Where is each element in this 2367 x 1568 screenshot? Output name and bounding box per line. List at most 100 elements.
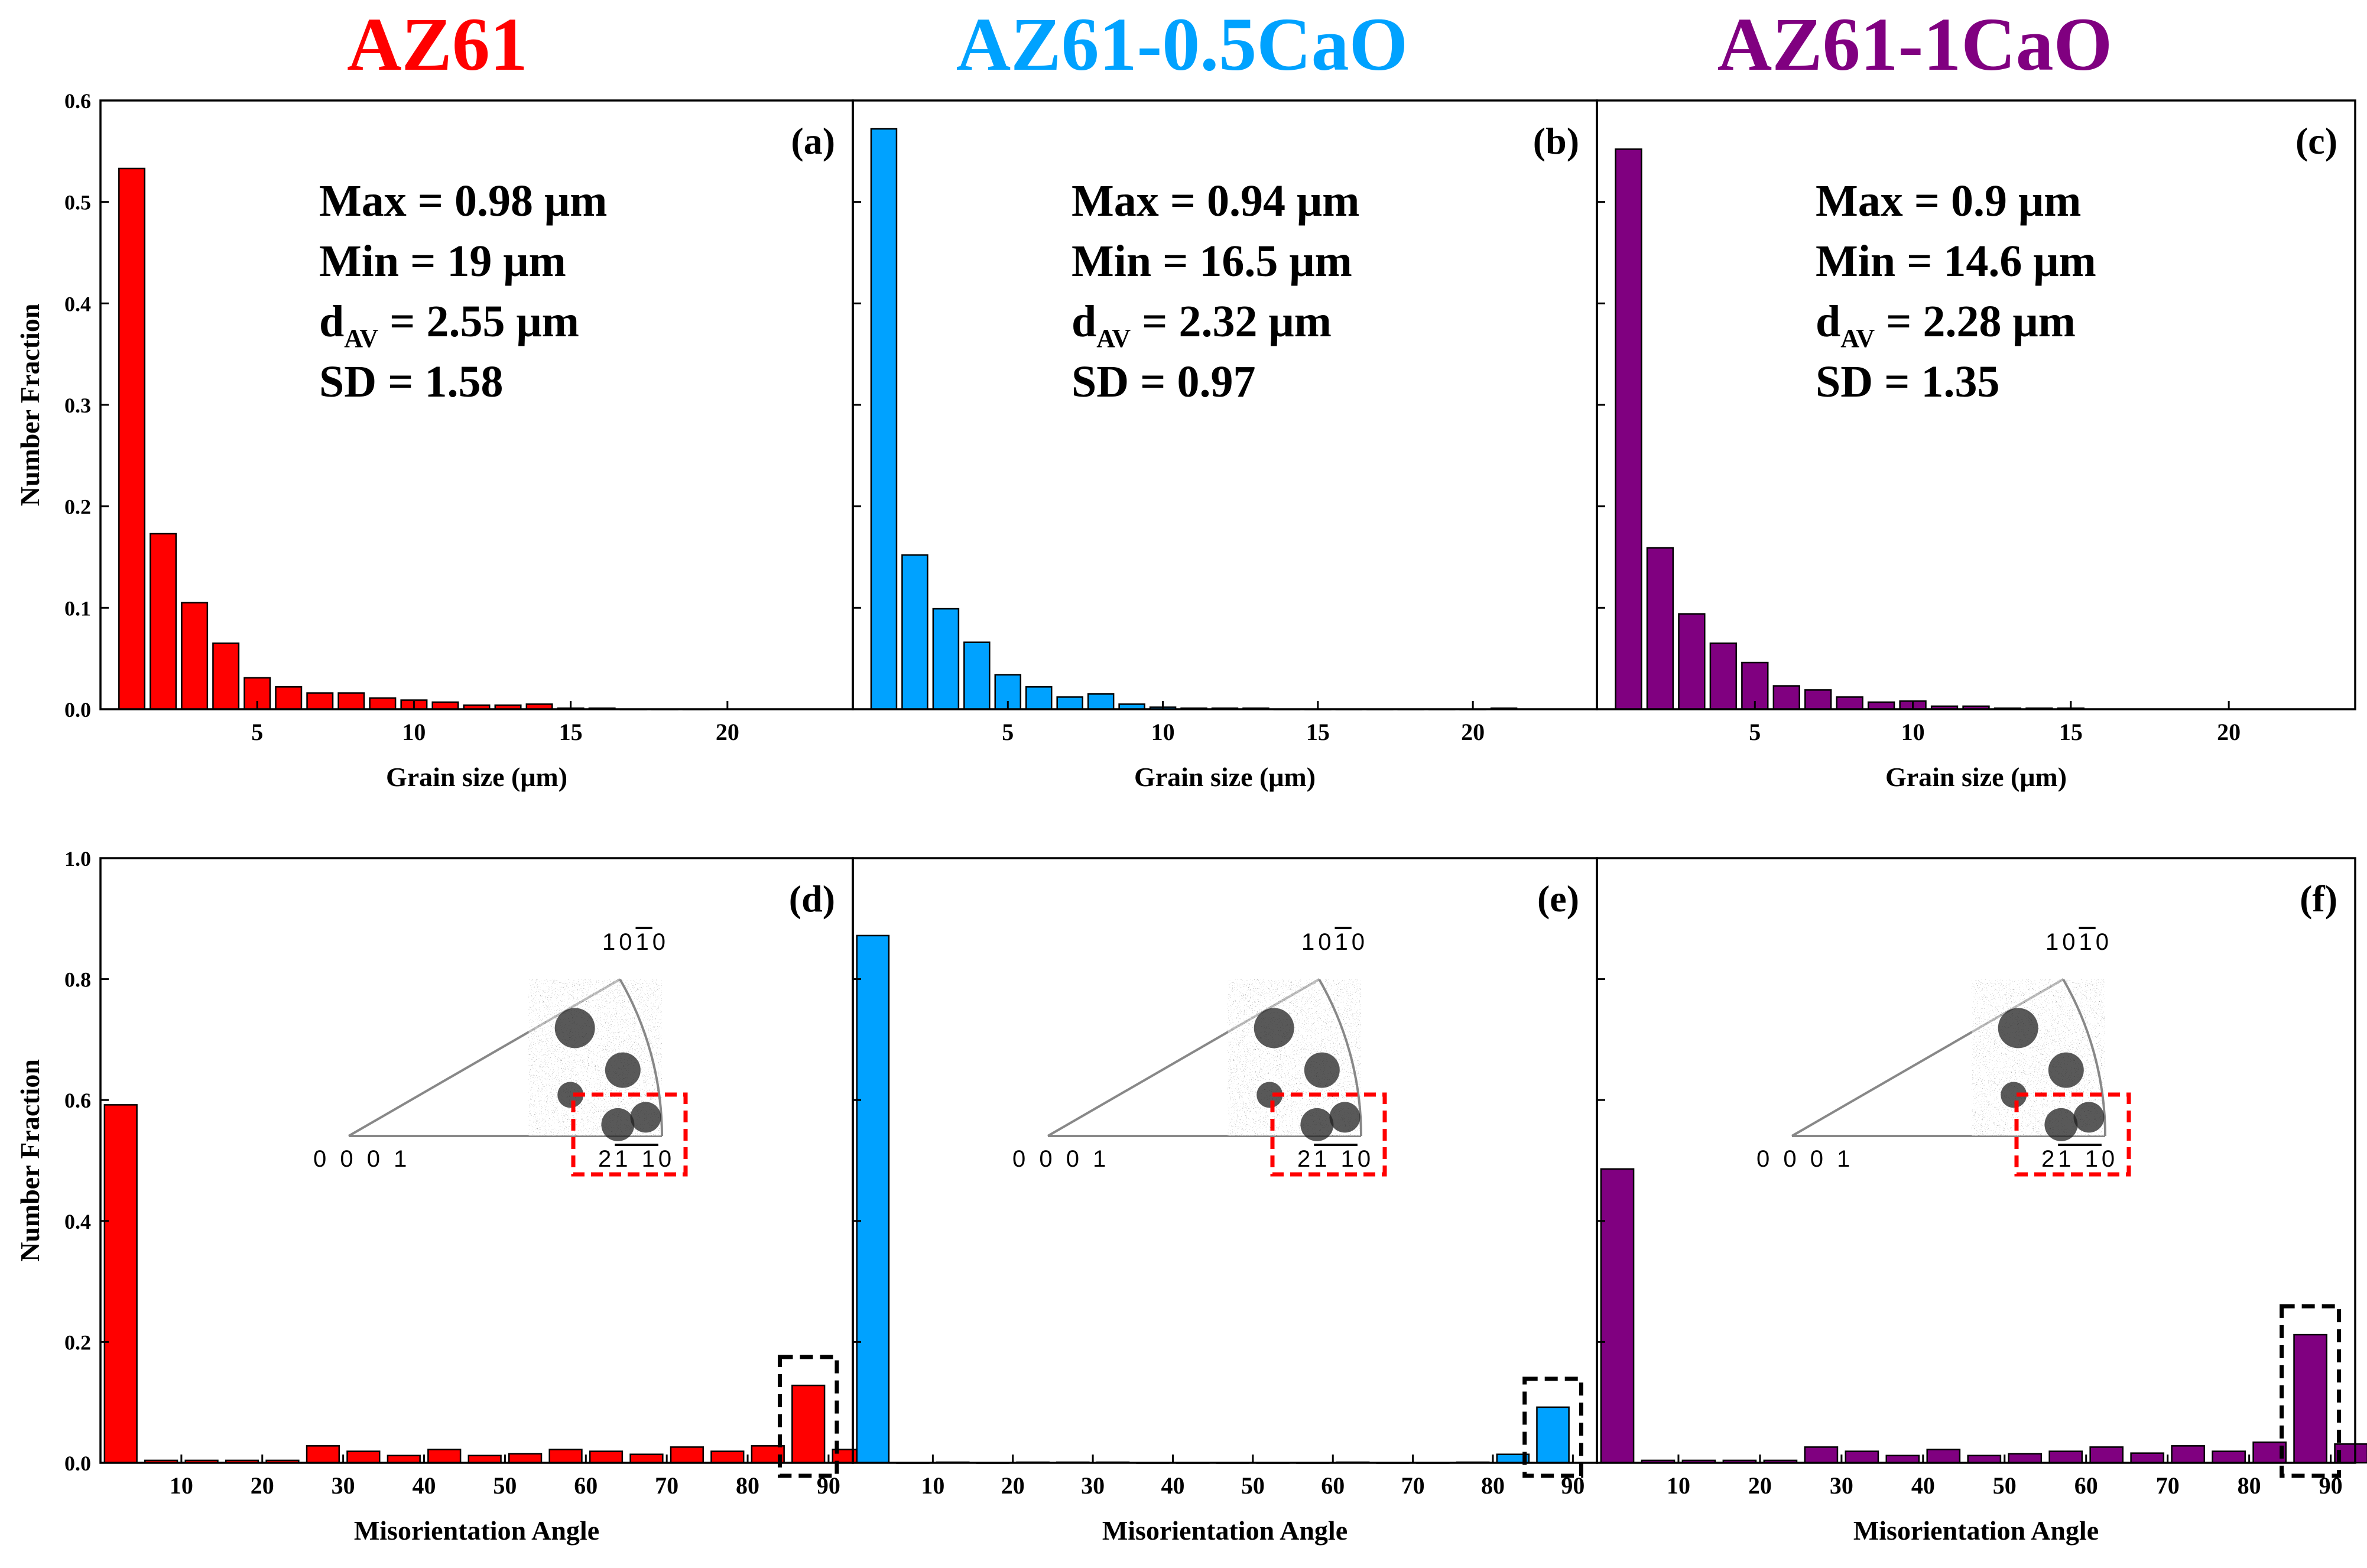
pole-label-part: 0 [2096, 929, 2112, 955]
y-tick-label: 0.0 [64, 698, 91, 722]
stat-dav-symbol: d [1072, 297, 1096, 346]
pole-label-part: 2 [2041, 1146, 2058, 1172]
y-tick-label: 0.2 [64, 495, 91, 519]
panel-a: 5 10 15 20 0.0 0.1 0.2 0.3 0.4 0.5 0.6 Grain size (… [15, 2, 854, 792]
y-tick-label: 0.8 [64, 968, 91, 992]
x-tick-label: 15 [2059, 719, 2083, 745]
pole-label-bar: 1 1 [1314, 1146, 1358, 1172]
x-axis-label: Misorientation Angle [354, 1515, 599, 1546]
y-axis-label: Number Fraction [15, 304, 45, 507]
bar [1678, 613, 1706, 710]
bar [548, 1449, 583, 1464]
bar [856, 934, 890, 1464]
highlight-box [777, 1355, 839, 1478]
y-tick-label: 1.0 [64, 847, 91, 871]
bar [901, 554, 928, 710]
stat-dav-symbol: d [319, 297, 344, 346]
pole-label-2-1-10: 21 10 [1297, 1146, 1374, 1172]
x-tick-label: 20 [1001, 1472, 1025, 1499]
bar [710, 1450, 745, 1464]
stat-dav-subscript: AV [1840, 324, 1875, 353]
panel-b: 5 10 15 20 Grain size (μm) (b) AZ61-0.5CaO Max … [852, 2, 1598, 792]
ipf-cluster [630, 1102, 661, 1133]
x-tick-label: 60 [574, 1472, 598, 1499]
bar [2089, 1446, 2124, 1464]
bar [346, 1450, 381, 1464]
x-tick-label: 70 [1401, 1472, 1425, 1499]
pole-label-2-1-10: 21 10 [2041, 1146, 2118, 1172]
bar [467, 1455, 502, 1464]
stat-min: Min = 14.6 μm [1816, 236, 2096, 286]
x-tick-label: 40 [1911, 1472, 1935, 1499]
x-tick-label: 50 [493, 1472, 517, 1499]
bar [508, 1453, 543, 1464]
x-axis-label: Misorientation Angle [1102, 1515, 1348, 1546]
bar [932, 608, 960, 710]
x-tick-label: 60 [2074, 1472, 2098, 1499]
pole-label-part: 10 [2045, 929, 2079, 955]
bar [387, 1455, 421, 1464]
panel-label: (b) [1533, 120, 1579, 162]
y-tick-label: 0.6 [64, 1089, 91, 1112]
y-tick-label: 0.4 [64, 1210, 91, 1233]
bar [589, 1450, 624, 1464]
ipf-cluster [605, 1052, 641, 1088]
bar [963, 641, 991, 710]
x-tick-label: 10 [1901, 719, 1925, 745]
pole-label-part: 2 [598, 1146, 615, 1172]
bar [1804, 1446, 1839, 1464]
pole-label-bar: 1 1 [2058, 1146, 2102, 1172]
stat-dav-subscript: AV [1096, 324, 1131, 353]
ipf-cluster [2001, 1082, 2027, 1108]
pole-label-part: 10 [1301, 929, 1335, 955]
highlight-box [1522, 1377, 1583, 1478]
ipf-cluster [557, 1082, 584, 1108]
pole-label-part: 0 [2102, 1146, 2118, 1172]
bar [1615, 148, 1642, 710]
bar [1967, 1455, 2002, 1464]
bar [1926, 1449, 1961, 1464]
bar [1646, 547, 1674, 710]
bar [629, 1453, 664, 1464]
plot-frame [99, 857, 854, 1464]
x-tick-label: 30 [332, 1472, 355, 1499]
x-tick-label: 20 [1461, 719, 1485, 745]
bar [306, 692, 334, 710]
x-tick-label: 80 [2238, 1472, 2261, 1499]
panel-label: (f) [2300, 878, 2337, 920]
stat-sd: SD = 1.35 [1816, 357, 1999, 407]
stat-dav-value: = 2.28 μm [1875, 297, 2076, 346]
series-title: AZ61-1CaO [1717, 2, 2112, 86]
bar [1709, 642, 1738, 710]
bar [103, 1104, 138, 1464]
pole-label-part: 0 [652, 929, 669, 955]
x-axis-label: Grain size (μm) [1134, 762, 1316, 792]
bar [181, 602, 209, 710]
x-axis-label: Grain size (μm) [386, 762, 567, 792]
pole-label-bar: 1 [1335, 929, 1351, 955]
bar [791, 1384, 826, 1464]
x-tick-label: 20 [1748, 1472, 1772, 1499]
x-tick-label: 20 [716, 719, 739, 745]
pole-label-part: 0 [1358, 1146, 1374, 1172]
pole-label-part: 0 [1352, 929, 1368, 955]
bar [1600, 1168, 1635, 1464]
stat-dav-subscript: AV [344, 324, 378, 353]
bar [337, 692, 365, 710]
bar [1087, 693, 1115, 710]
stat-sd: SD = 1.58 [319, 357, 503, 407]
x-tick-label: 10 [921, 1472, 944, 1499]
stat-min: Min = 19 μm [319, 236, 566, 286]
ipf-highlight-box [571, 1092, 688, 1177]
x-tick-label: 10 [1667, 1472, 1690, 1499]
stat-dav: dAV = 2.32 μm [1072, 297, 1332, 353]
x-tick-label: 50 [1993, 1472, 2017, 1499]
stat-max: Max = 0.9 μm [1816, 176, 2081, 226]
panel-label: (a) [791, 120, 835, 162]
bar [212, 642, 240, 710]
y-tick-label: 0.3 [64, 394, 91, 417]
bar [670, 1446, 704, 1464]
